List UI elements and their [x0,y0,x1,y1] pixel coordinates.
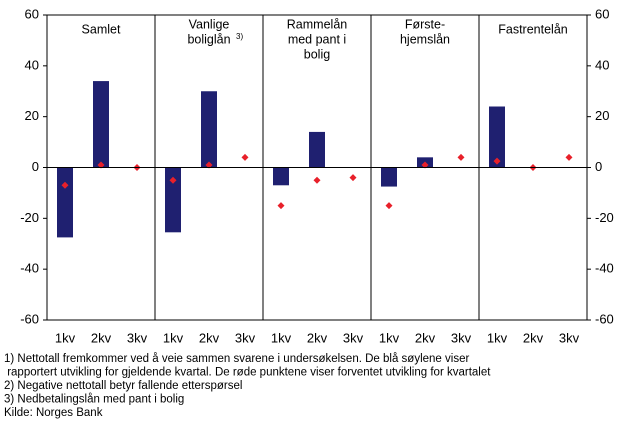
x-tick-label: 1kv [271,330,292,345]
x-tick-label: 2kv [199,330,220,345]
bar [165,167,181,233]
bar [201,91,217,168]
point [241,153,249,161]
panel-title-note: 3) [236,32,243,41]
y2-tick-label: 20 [595,108,609,123]
point [205,161,213,169]
point [169,176,177,184]
y2-tick-label: -40 [595,261,614,276]
footnote: rapportert utvikling for gjeldende kvart… [4,367,491,379]
y-tick-label: 20 [25,108,39,123]
x-tick-label: 3kv [127,330,148,345]
x-tick-label: 1kv [55,330,76,345]
panel-title: Rammelån [287,17,347,31]
bar [489,106,505,168]
x-tick-label: 3kv [235,330,256,345]
panel-title: Samlet [82,22,121,36]
y2-tick-label: 60 [595,6,609,21]
x-tick-label: 3kv [559,330,580,345]
x-tick-label: 2kv [415,330,436,345]
point [313,176,321,184]
point [277,202,285,210]
footnote: 1) Nettotall fremkommer ved å veie samme… [4,353,469,365]
y-tick-label: -20 [20,210,39,225]
x-tick-label: 3kv [343,330,364,345]
bar [57,167,73,238]
y2-tick-label: 0 [595,159,602,174]
plot-frame [46,14,588,321]
panel-title: Vanlige [189,17,230,31]
y2-tick-label: -60 [595,311,614,326]
panel-title: boliglån [187,32,230,46]
point [349,174,357,182]
panel-title: Første- [405,17,445,31]
point [457,153,465,161]
y-tick-label: 0 [32,159,39,174]
point [493,157,501,165]
x-tick-label: 1kv [163,330,184,345]
y-tick-label: 60 [25,6,39,21]
point [421,161,429,169]
panel-title: Fastrentelån [498,22,568,36]
x-tick-label: 2kv [307,330,328,345]
x-tick-label: 2kv [91,330,112,345]
bar [273,167,289,186]
y-tick-label: -60 [20,311,39,326]
panel-title: bolig [304,47,330,61]
x-tick-label: 1kv [379,330,400,345]
y-tick-label: -40 [20,261,39,276]
x-tick-label: 1kv [487,330,508,345]
bar [381,167,397,187]
panel-title: med pant i [288,32,346,46]
y-tick-label: 40 [25,57,39,72]
x-tick-label: 2kv [523,330,544,345]
bar [309,131,325,168]
footnote: 3) Nedbetalingslån med pant i bolig [4,394,184,406]
x-tick-label: 3kv [451,330,472,345]
y2-tick-label: 40 [595,57,609,72]
footnote: Kilde: Norges Bank [4,407,103,419]
point [385,202,393,210]
point [565,153,573,161]
point [61,181,69,189]
point [97,161,105,169]
panel-title: hjemslån [400,32,450,46]
y2-tick-label: -20 [595,210,614,225]
footnote: 2) Negative nettotall betyr fallende ett… [4,380,242,392]
bar [93,81,109,168]
